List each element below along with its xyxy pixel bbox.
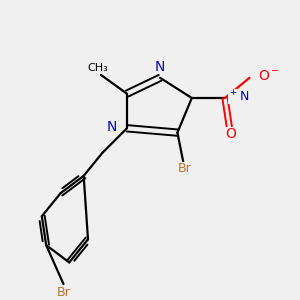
Text: O$^-$: O$^-$ [258, 69, 280, 83]
Text: N: N [155, 60, 165, 74]
Text: O: O [225, 127, 236, 141]
Text: Br: Br [57, 286, 70, 299]
Text: CH₃: CH₃ [88, 63, 109, 73]
Text: Br: Br [178, 162, 191, 175]
Text: $^+$N: $^+$N [228, 89, 249, 104]
Text: N: N [106, 120, 117, 134]
